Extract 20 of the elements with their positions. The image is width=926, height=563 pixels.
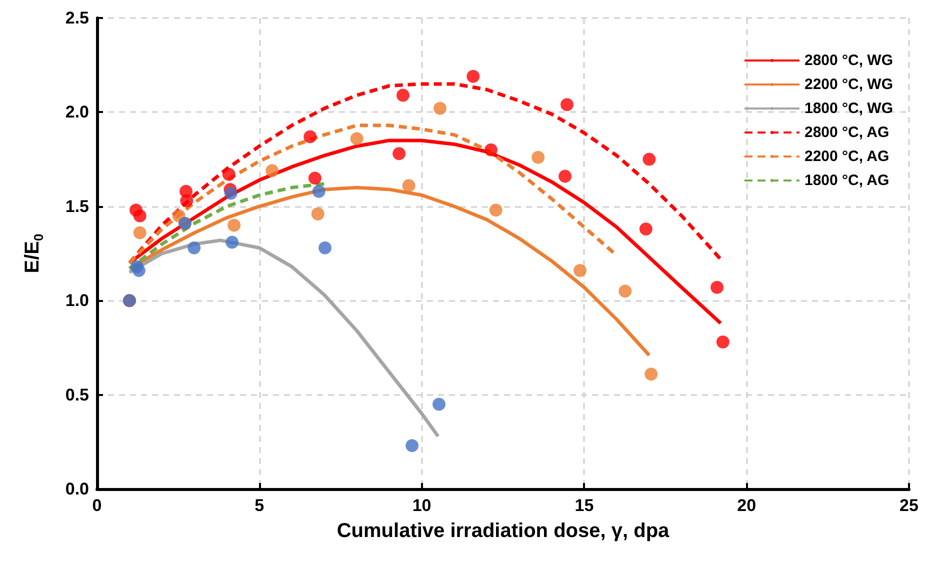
x-tick-label: 25 [900,496,918,515]
y-tick-label: 0.0 [65,480,89,498]
legend-label: 1800 °C, WG [804,100,894,117]
y-axis-title: E/E0 [22,234,46,274]
x-axis-title: Cumulative irradiation dose, γ, dpa [336,520,670,542]
y-tick-label: 2.5 [65,8,89,28]
x-tick-label: 5 [254,496,264,515]
y-tick-label: 1.0 [65,291,89,310]
legend-label: 1800 °C, AG [804,172,890,189]
y-tick-label: 1.5 [65,196,89,216]
y-tick-label: 0.5 [65,385,89,404]
x-tick-label: 15 [574,496,594,515]
legend-label: 2200 °C, AG [804,148,890,165]
y-tick-label: 2.0 [65,102,89,122]
x-tick-label: 0 [92,496,102,515]
legend-label: 2800 °C, WG [804,52,894,69]
x-tick-label: 10 [412,496,432,515]
legend-label: 2200 °C, WG [804,76,894,93]
legend-label: 2800 °C, AG [804,124,890,141]
x-tick-label: 20 [737,496,756,515]
